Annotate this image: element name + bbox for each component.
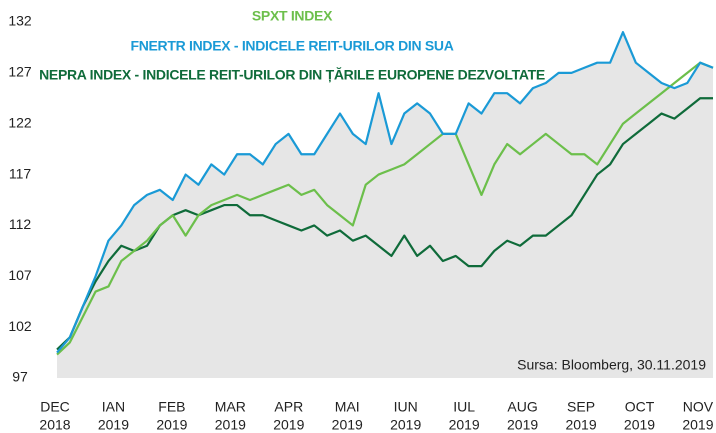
x-tick-label: MAI bbox=[335, 399, 360, 415]
x-tick-label: 2019 bbox=[565, 417, 596, 433]
x-tick-label: 2019 bbox=[98, 417, 129, 433]
x-tick-label: APR bbox=[274, 399, 303, 415]
legend-entry: NEPRA INDEX - INDICELE REIT-URILOR DIN Ț… bbox=[39, 67, 545, 83]
x-tick-label: AUG bbox=[507, 399, 537, 415]
annotation: Sursa: Bloomberg, 30.11.2019 bbox=[517, 357, 706, 373]
x-tick-label: OCT bbox=[625, 399, 655, 415]
x-tick-label: MAR bbox=[215, 399, 246, 415]
y-tick-label: 102 bbox=[8, 318, 32, 334]
x-tick-label: 2019 bbox=[624, 417, 655, 433]
y-tick-label: 107 bbox=[8, 267, 32, 283]
x-tick-label: SEP bbox=[567, 399, 595, 415]
x-tick-label: FEB bbox=[158, 399, 185, 415]
x-tick-label: 2019 bbox=[215, 417, 246, 433]
area-fill bbox=[57, 32, 713, 379]
y-tick-label: 132 bbox=[8, 13, 32, 29]
legend-entry: FNERTR INDEX - INDICELE REIT-URILOR DIN … bbox=[130, 38, 453, 54]
x-tick-label: IUL bbox=[453, 399, 475, 415]
series-line bbox=[56, 31, 714, 354]
x-tick-label: 2019 bbox=[332, 417, 363, 433]
x-tick-label: DEC bbox=[40, 399, 70, 415]
x-tick-label: 2019 bbox=[273, 417, 304, 433]
y-tick-label: 117 bbox=[9, 165, 32, 181]
x-tick-label: IAN bbox=[102, 399, 125, 415]
x-tick-label: IUN bbox=[394, 399, 418, 415]
series-line bbox=[56, 61, 714, 356]
y-tick-label: 127 bbox=[8, 64, 32, 80]
x-tick-label: 2019 bbox=[507, 417, 538, 433]
y-tick-label: 97 bbox=[12, 369, 28, 385]
x-tick-label: 2018 bbox=[39, 417, 70, 433]
x-tick-label: 2019 bbox=[682, 417, 713, 433]
x-tick-label: 2019 bbox=[156, 417, 187, 433]
legend-entry: SPXT INDEX bbox=[252, 8, 333, 24]
y-tick-label: 112 bbox=[9, 216, 32, 232]
x-tick-label: 2019 bbox=[449, 417, 480, 433]
x-tick-label: NOV bbox=[683, 399, 714, 415]
x-tick-label: 2019 bbox=[390, 417, 421, 433]
y-tick-label: 122 bbox=[8, 114, 32, 130]
